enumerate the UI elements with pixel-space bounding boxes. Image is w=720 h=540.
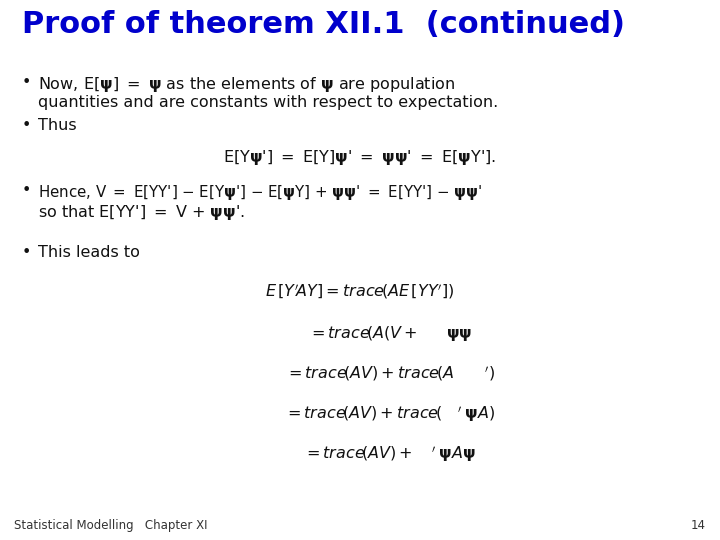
Text: $E\,[Y'\!AY] = trace\!\left(AE\,[YY']\right)$: $E\,[Y'\!AY] = trace\!\left(AE\,[YY']\ri… (265, 282, 455, 301)
Text: E[Y$\mathbf{\psi}$'] $=$ E[Y]$\mathbf{\psi}$' $=$ $\mathbf{\psi\psi}$' $=$ E[$\m: E[Y$\mathbf{\psi}$'] $=$ E[Y]$\mathbf{\p… (223, 148, 497, 167)
Text: $= trace\!\left(AV\right) + trace\!\left(\quad'\; \mathbf{\psi} A\right)$: $= trace\!\left(AV\right) + trace\!\left… (284, 404, 495, 424)
Text: Proof of theorem XII.1  (continued): Proof of theorem XII.1 (continued) (22, 10, 625, 39)
Text: Hence, V $=$ E[YY'] $-$ E[Y$\mathbf{\psi}$'] $-$ E[$\mathbf{\psi}$Y] + $\mathbf{: Hence, V $=$ E[YY'] $-$ E[Y$\mathbf{\psi… (38, 183, 482, 202)
Text: •: • (22, 75, 32, 90)
Text: •: • (22, 118, 32, 133)
Text: Statistical Modelling   Chapter XI: Statistical Modelling Chapter XI (14, 519, 207, 532)
Text: $= trace\!\left(AV\right) + trace\!\left(A\qquad'\right)$: $= trace\!\left(AV\right) + trace\!\left… (285, 364, 495, 383)
Text: Thus: Thus (38, 118, 76, 133)
Text: •: • (22, 245, 32, 260)
Text: quantities and are constants with respect to expectation.: quantities and are constants with respec… (38, 95, 498, 110)
Text: 14: 14 (691, 519, 706, 532)
Text: $= trace\!\left(A\left(V +\quad\right.\right.$  $\mathbf{\psi}\mathbf{\psi}$: $= trace\!\left(A\left(V +\quad\right.\r… (308, 324, 472, 343)
Text: This leads to: This leads to (38, 245, 140, 260)
Text: so that E[YY'] $=$ V + $\mathbf{\psi\psi}$'.: so that E[YY'] $=$ V + $\mathbf{\psi\psi… (38, 203, 245, 222)
Text: $= trace\!\left(AV\right) +\quad'\; \mathbf{\psi} A\mathbf{\psi}$: $= trace\!\left(AV\right) +\quad'\; \mat… (303, 444, 477, 464)
Text: •: • (22, 183, 32, 198)
Text: Now, E[$\mathbf{\psi}$] $=$ $\mathbf{\psi}$ as the elements of $\mathbf{\psi}$ a: Now, E[$\mathbf{\psi}$] $=$ $\mathbf{\ps… (38, 75, 455, 94)
